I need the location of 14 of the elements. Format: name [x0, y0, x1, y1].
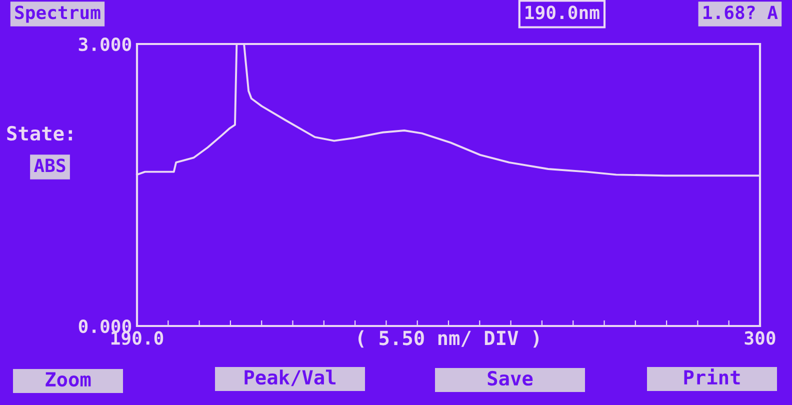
text: ABS	[34, 158, 66, 172]
text: Print	[684, 368, 740, 384]
text: Zoom	[46, 372, 91, 387]
text: State:	[7, 126, 72, 141]
x-tick-label: 300	[744, 331, 776, 345]
x-tick-label: 190.0	[111, 331, 164, 345]
y-tick-label: 0.000	[78, 319, 132, 334]
text: 1.68? A	[704, 6, 778, 20]
chart-title: Spectrum	[15, 6, 100, 23]
text: 190.0nm	[526, 6, 600, 20]
text: Save	[488, 370, 533, 386]
text: Peak/Val	[244, 370, 336, 386]
x-axis-title: ( 5.50 nm/ DIV )	[358, 330, 539, 348]
y-tick-label: 3.000	[78, 37, 132, 52]
